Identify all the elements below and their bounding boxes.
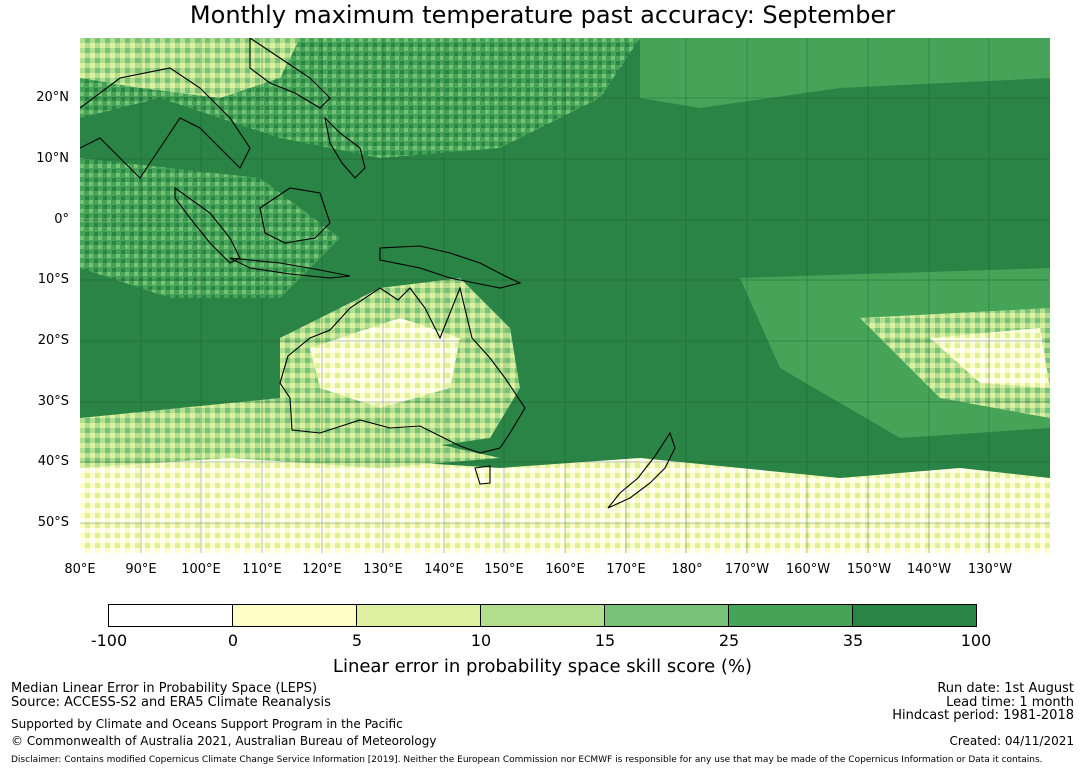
lat-label-10s: 10°S xyxy=(37,272,69,287)
colorbar-tick: 0 xyxy=(227,631,239,650)
colorbar-tick: 100 xyxy=(960,631,992,650)
colorbar-tick: 5 xyxy=(351,631,363,650)
lon-label-160e: 160°E xyxy=(545,562,585,577)
lat-label-20n: 20°N xyxy=(36,90,69,105)
footer-source: Source: ACCESS-S2 and ERA5 Climate Reana… xyxy=(11,695,331,710)
colorbar-segment xyxy=(853,605,976,626)
skill-map xyxy=(80,38,1050,553)
china-coastline xyxy=(249,38,331,109)
skill-map-svg xyxy=(80,38,1050,553)
australia-coastline xyxy=(279,286,526,454)
graticule xyxy=(80,38,1050,553)
south-east-low-region xyxy=(930,328,1050,388)
footer-support: Supported by Climate and Oceans Support … xyxy=(11,717,403,731)
lon-label-90e: 90°E xyxy=(125,562,157,577)
asia-region xyxy=(80,38,300,98)
lon-label-100e: 100°E xyxy=(181,562,221,577)
lon-label-140e: 140°E xyxy=(424,562,464,577)
philippines-coastline xyxy=(324,116,366,179)
footer-disclaimer: Disclaimer: Contains modified Copernicus… xyxy=(11,755,1043,765)
colorbar-segment xyxy=(357,605,481,626)
lon-label-130e: 130°E xyxy=(363,562,403,577)
lon-label-170e: 170°E xyxy=(606,562,646,577)
lon-label-120e: 120°E xyxy=(302,562,342,577)
lon-label-160w: 160°W xyxy=(785,562,831,577)
southern-ocean-region xyxy=(80,438,1050,553)
sumatra-coastline xyxy=(174,186,241,264)
lat-label-30s: 30°S xyxy=(37,394,69,409)
colorbar-label: Linear error in probability space skill … xyxy=(332,656,753,677)
colorbar-segment xyxy=(605,605,729,626)
lat-label-10n: 10°N xyxy=(36,151,69,166)
colorbar-segment xyxy=(481,605,605,626)
page-title: Monthly maximum temperature past accurac… xyxy=(189,1,896,29)
central-australia-field xyxy=(310,318,460,408)
colorbar xyxy=(108,604,977,627)
borneo-coastline xyxy=(259,187,331,244)
lon-label-140w: 140°W xyxy=(906,562,952,577)
colorbar-tick: -100 xyxy=(90,631,128,650)
footer-created: Created: 04/11/2021 xyxy=(949,734,1074,748)
colorbar-tick: 35 xyxy=(842,631,864,650)
java-coastline xyxy=(229,257,351,279)
tasmania-coastline xyxy=(474,465,491,485)
colorbar-segment xyxy=(233,605,357,626)
lon-label-180: 180° xyxy=(671,562,703,577)
lon-label-130w: 130°W xyxy=(967,562,1013,577)
footer-method: Median Linear Error in Probability Space… xyxy=(11,681,318,696)
south-indian-region xyxy=(80,398,500,468)
lat-label-50s: 50°S xyxy=(37,515,69,530)
colorbar-tick: 25 xyxy=(718,631,740,650)
colorbar-segment xyxy=(729,605,853,626)
coastlines xyxy=(80,38,676,509)
colorbar-tick: 15 xyxy=(594,631,616,650)
lat-label-20s: 20°S xyxy=(37,333,69,348)
footer-run-date: Run date: 1st August xyxy=(937,681,1074,696)
new-guinea-coastline xyxy=(379,245,522,289)
footer-lead-time: Lead time: 1 month xyxy=(946,695,1074,710)
footer-copyright: © Commonwealth of Australia 2021, Austra… xyxy=(11,734,437,748)
lon-label-170w: 170°W xyxy=(724,562,770,577)
lon-label-110e: 110°E xyxy=(242,562,282,577)
colorbar-tick: 10 xyxy=(470,631,492,650)
new-zealand-coastline xyxy=(607,431,676,509)
southeast-asia-coastline xyxy=(80,67,251,179)
lat-label-40s: 40°S xyxy=(37,454,69,469)
lon-label-80e: 80°E xyxy=(64,562,96,577)
footer-hindcast: Hindcast period: 1981-2018 xyxy=(892,708,1074,723)
lon-label-150e: 150°E xyxy=(484,562,524,577)
lat-label-0: 0° xyxy=(54,212,69,227)
lon-label-150w: 150°W xyxy=(846,562,892,577)
colorbar-segment xyxy=(109,605,233,626)
north-pacific-region xyxy=(640,38,1050,108)
